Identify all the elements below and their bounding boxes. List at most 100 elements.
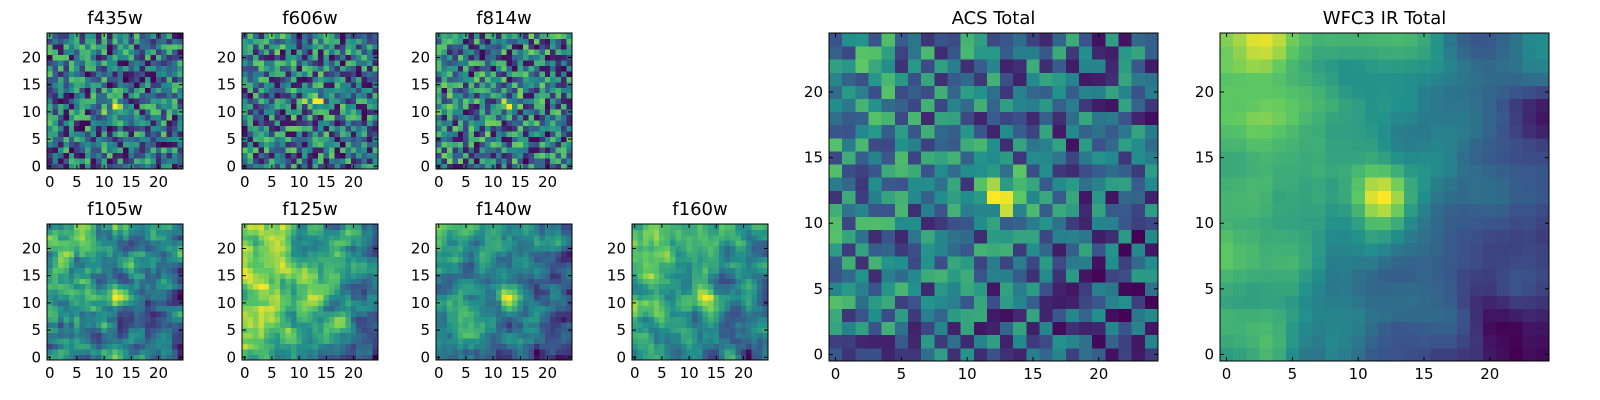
heatmap-cell — [296, 262, 303, 268]
heatmap-cell — [339, 130, 346, 137]
heatmap-cell — [274, 98, 281, 105]
heatmap-cell — [307, 224, 314, 230]
heatmap-cell — [528, 224, 535, 230]
heatmap-cell — [150, 114, 157, 121]
heatmap-cell — [242, 103, 248, 110]
heatmap-cell — [506, 109, 513, 115]
heatmap-cell — [247, 103, 254, 110]
heatmap-cell — [112, 65, 119, 72]
heatmap-cell — [155, 229, 162, 236]
heatmap-cell — [139, 158, 146, 164]
heatmap-cell — [312, 65, 319, 72]
heatmap-cell — [550, 130, 557, 137]
heatmap-cell — [350, 327, 357, 334]
heatmap-cell — [95, 234, 102, 241]
heatmap-cell — [144, 152, 151, 159]
y-tick-label: 10 — [217, 294, 236, 312]
heatmap-cell — [301, 38, 308, 45]
heatmap-cell — [247, 38, 254, 45]
heatmap-cell — [691, 234, 698, 241]
y-tick-label: 5 — [31, 130, 41, 148]
heatmap-cell — [57, 130, 64, 137]
heatmap-cell — [242, 130, 248, 137]
heatmap-cell — [296, 114, 303, 121]
heatmap-cell — [441, 147, 448, 154]
heatmap-cell — [63, 65, 70, 72]
heatmap-cell — [144, 33, 151, 39]
heatmap-cell — [307, 294, 314, 301]
heatmap-cell — [258, 321, 265, 328]
heatmap-cell — [501, 321, 508, 328]
heatmap-cell — [441, 283, 448, 290]
heatmap-cell — [697, 311, 704, 317]
heatmap-cell — [1039, 203, 1054, 218]
heatmap-cell — [318, 294, 324, 301]
heatmap-cell — [1118, 295, 1133, 309]
heatmap-cell — [242, 251, 248, 258]
heatmap-cell — [490, 262, 497, 268]
panel-title: f125w — [282, 199, 337, 220]
heatmap-cell — [301, 136, 308, 143]
heatmap-cell — [139, 71, 146, 77]
heatmap-cell — [166, 65, 173, 72]
heatmap-cell — [1079, 282, 1093, 296]
heatmap-cell — [751, 327, 758, 334]
heatmap-cell — [829, 190, 843, 204]
heatmap-cell — [457, 49, 464, 56]
heatmap-cell — [350, 289, 357, 296]
heatmap-cell — [561, 229, 567, 236]
heatmap-cell — [555, 338, 562, 345]
heatmap-cell — [484, 234, 491, 241]
heatmap-cell — [436, 98, 442, 105]
heatmap-cell — [117, 240, 124, 247]
heatmap-cell — [446, 65, 453, 72]
heatmap-cell — [258, 130, 265, 137]
heatmap-cell — [729, 327, 736, 334]
heatmap-cell — [155, 136, 162, 143]
heatmap-cell — [280, 229, 286, 236]
heatmap-cell — [90, 60, 97, 67]
heatmap-cell — [323, 327, 330, 334]
heatmap-cell — [484, 321, 491, 328]
heatmap-cell — [280, 136, 286, 143]
heatmap-cell — [561, 125, 567, 132]
heatmap-cell — [79, 158, 86, 164]
heatmap-cell — [947, 229, 961, 244]
heatmap-cell — [296, 256, 303, 263]
heatmap-cell — [334, 125, 341, 132]
heatmap-cell — [702, 229, 709, 236]
heatmap-cell — [177, 141, 184, 148]
heatmap-cell — [172, 278, 178, 285]
heatmap-cell — [334, 332, 341, 339]
heatmap-cell — [894, 308, 909, 323]
heatmap-cell — [523, 332, 529, 339]
heatmap-cell — [1026, 347, 1040, 362]
heatmap-cell — [523, 54, 529, 61]
heatmap-cell — [632, 234, 638, 241]
heatmap-cell — [57, 343, 64, 350]
heatmap-cell — [670, 234, 676, 241]
heatmap-cell — [79, 49, 86, 56]
heatmap-cell — [274, 327, 281, 334]
heatmap-cell — [263, 136, 270, 143]
heatmap-cell — [123, 130, 129, 137]
heatmap-cell — [501, 278, 508, 285]
heatmap-cell — [517, 267, 524, 274]
heatmap-cell — [528, 49, 535, 56]
heatmap-cell — [713, 294, 720, 301]
heatmap-cell — [307, 81, 314, 88]
heatmap-cell — [90, 272, 97, 279]
heatmap-cell — [144, 60, 151, 67]
heatmap-cell — [274, 349, 281, 355]
heatmap-cell — [139, 251, 146, 258]
heatmap-cell — [490, 278, 497, 285]
heatmap-cell — [762, 283, 769, 290]
heatmap-cell — [350, 87, 357, 94]
heatmap-cell — [735, 343, 742, 350]
heatmap-cell — [356, 163, 363, 170]
heatmap-cell — [446, 92, 453, 99]
heatmap-cell — [68, 109, 75, 115]
heatmap-cell — [155, 92, 162, 99]
heatmap-cell — [150, 54, 157, 61]
